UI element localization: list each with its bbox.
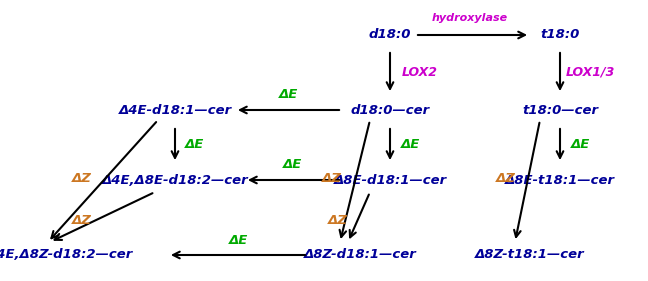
Text: Δ8Z-t18:1—cer: Δ8Z-t18:1—cer	[475, 248, 584, 262]
Text: hydroxylase: hydroxylase	[432, 13, 508, 23]
Text: ΔZ: ΔZ	[72, 171, 92, 185]
Text: Δ4E-d18:1—cer: Δ4E-d18:1—cer	[119, 103, 231, 117]
Text: ΔZ: ΔZ	[322, 171, 342, 185]
Text: ΔE: ΔE	[185, 137, 205, 151]
Text: ΔE: ΔE	[283, 158, 303, 171]
Text: ΔZ: ΔZ	[328, 214, 348, 226]
Text: ΔE: ΔE	[228, 234, 248, 246]
Text: LOX1/3: LOX1/3	[565, 65, 615, 78]
Text: Δ8E-d18:1—cer: Δ8E-d18:1—cer	[334, 173, 446, 187]
Text: ΔE: ΔE	[400, 137, 420, 151]
Text: Δ4E,Δ8Z-d18:2—cer: Δ4E,Δ8Z-d18:2—cer	[0, 248, 133, 262]
Text: ΔE: ΔE	[570, 137, 590, 151]
Text: ΔZ: ΔZ	[496, 171, 516, 185]
Text: d18:0—cer: d18:0—cer	[351, 103, 430, 117]
Text: ΔE: ΔE	[279, 89, 297, 101]
Text: t18:0: t18:0	[540, 28, 580, 42]
Text: Δ8Z-d18:1—cer: Δ8Z-d18:1—cer	[304, 248, 417, 262]
Text: Δ4E,Δ8E-d18:2—cer: Δ4E,Δ8E-d18:2—cer	[102, 173, 248, 187]
Text: LOX2: LOX2	[402, 65, 438, 78]
Text: d18:0: d18:0	[369, 28, 411, 42]
Text: ΔZ: ΔZ	[72, 214, 92, 226]
Text: Δ8E-t18:1—cer: Δ8E-t18:1—cer	[505, 173, 615, 187]
Text: t18:0—cer: t18:0—cer	[522, 103, 598, 117]
